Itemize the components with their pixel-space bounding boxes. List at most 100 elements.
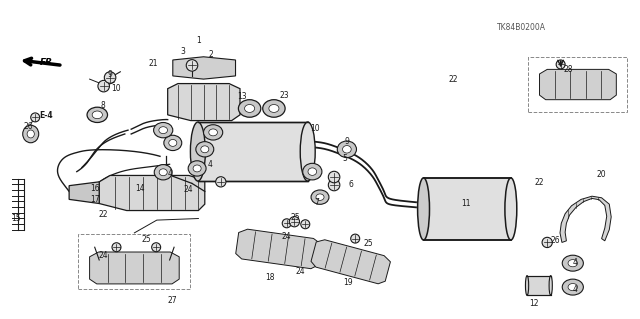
Ellipse shape (159, 169, 167, 176)
Text: 12: 12 (530, 299, 539, 308)
Circle shape (301, 220, 310, 229)
Ellipse shape (193, 165, 201, 172)
Text: 15: 15 (11, 214, 21, 223)
Ellipse shape (525, 276, 529, 295)
Text: 9: 9 (344, 137, 349, 146)
Text: 16: 16 (90, 184, 100, 193)
Ellipse shape (209, 129, 218, 136)
Text: 7: 7 (314, 198, 319, 207)
Ellipse shape (92, 111, 102, 119)
Ellipse shape (417, 178, 429, 240)
Text: FR.: FR. (40, 58, 56, 67)
Text: 19: 19 (342, 278, 353, 287)
Polygon shape (69, 182, 99, 204)
Polygon shape (168, 84, 240, 121)
Text: 24: 24 (184, 185, 194, 194)
Circle shape (216, 177, 226, 187)
Ellipse shape (154, 165, 172, 180)
Polygon shape (99, 175, 205, 211)
Text: 25: 25 (291, 213, 301, 222)
Circle shape (104, 72, 116, 83)
Circle shape (542, 237, 552, 248)
Ellipse shape (563, 279, 583, 295)
Text: 28: 28 (564, 65, 573, 74)
Ellipse shape (188, 161, 206, 176)
Ellipse shape (342, 145, 351, 153)
Polygon shape (560, 196, 611, 242)
Text: 14: 14 (134, 184, 145, 193)
Text: 25: 25 (363, 239, 373, 248)
Text: 10: 10 (310, 124, 320, 133)
Text: 24: 24 (282, 232, 292, 241)
Text: 22: 22 (449, 75, 458, 84)
Ellipse shape (196, 142, 214, 157)
Ellipse shape (23, 125, 38, 143)
Polygon shape (236, 229, 321, 269)
Text: 9: 9 (108, 70, 113, 79)
Text: 8: 8 (100, 101, 105, 110)
Ellipse shape (159, 127, 168, 134)
Circle shape (328, 171, 340, 183)
Text: 4: 4 (572, 258, 577, 267)
Text: 23: 23 (280, 91, 290, 100)
Text: 10: 10 (111, 84, 122, 93)
Ellipse shape (263, 100, 285, 117)
Circle shape (186, 60, 198, 71)
Circle shape (289, 217, 300, 227)
Text: 1: 1 (196, 36, 201, 45)
Text: 13: 13 (237, 92, 247, 101)
Text: TK84B0200A: TK84B0200A (497, 23, 546, 32)
Text: 17: 17 (90, 195, 100, 204)
Ellipse shape (204, 125, 223, 140)
Ellipse shape (549, 276, 552, 295)
Ellipse shape (269, 105, 279, 112)
Text: 5: 5 (342, 154, 347, 163)
Ellipse shape (568, 260, 577, 267)
Text: 26: 26 (550, 236, 561, 245)
Ellipse shape (311, 190, 329, 204)
Bar (527, 276, 550, 295)
Text: 22: 22 (534, 178, 543, 187)
Ellipse shape (300, 122, 316, 181)
Ellipse shape (191, 122, 205, 181)
Circle shape (152, 243, 161, 252)
Ellipse shape (316, 194, 324, 200)
Text: 11: 11 (461, 199, 470, 208)
Circle shape (98, 80, 109, 92)
Text: 4: 4 (167, 169, 172, 178)
Text: 26: 26 (24, 122, 34, 130)
Ellipse shape (169, 139, 177, 146)
Ellipse shape (303, 163, 322, 180)
Ellipse shape (87, 107, 108, 122)
Ellipse shape (239, 100, 261, 117)
Text: 18: 18 (266, 273, 275, 282)
Text: 21: 21 (149, 59, 158, 68)
Text: 3: 3 (180, 47, 185, 56)
Circle shape (282, 219, 291, 228)
Text: 24: 24 (99, 251, 109, 260)
Ellipse shape (337, 141, 356, 158)
Ellipse shape (201, 146, 209, 153)
Ellipse shape (563, 255, 583, 271)
Circle shape (556, 60, 565, 69)
Text: 22: 22 (99, 210, 108, 219)
Text: 4: 4 (207, 160, 212, 169)
Circle shape (328, 179, 340, 191)
Bar (424, 178, 511, 240)
Polygon shape (311, 240, 390, 284)
Text: E-4: E-4 (39, 111, 53, 120)
Ellipse shape (244, 105, 255, 112)
Ellipse shape (308, 168, 317, 175)
Text: 20: 20 (596, 170, 607, 179)
Circle shape (31, 113, 40, 122)
Circle shape (351, 234, 360, 243)
Text: 25: 25 (141, 235, 151, 244)
Text: 27: 27 (168, 296, 178, 305)
Bar (198, 122, 308, 181)
Text: 4: 4 (572, 285, 577, 294)
Ellipse shape (154, 122, 173, 138)
Polygon shape (173, 57, 236, 79)
Circle shape (112, 243, 121, 252)
Text: 2: 2 (209, 50, 214, 59)
Ellipse shape (164, 135, 182, 151)
